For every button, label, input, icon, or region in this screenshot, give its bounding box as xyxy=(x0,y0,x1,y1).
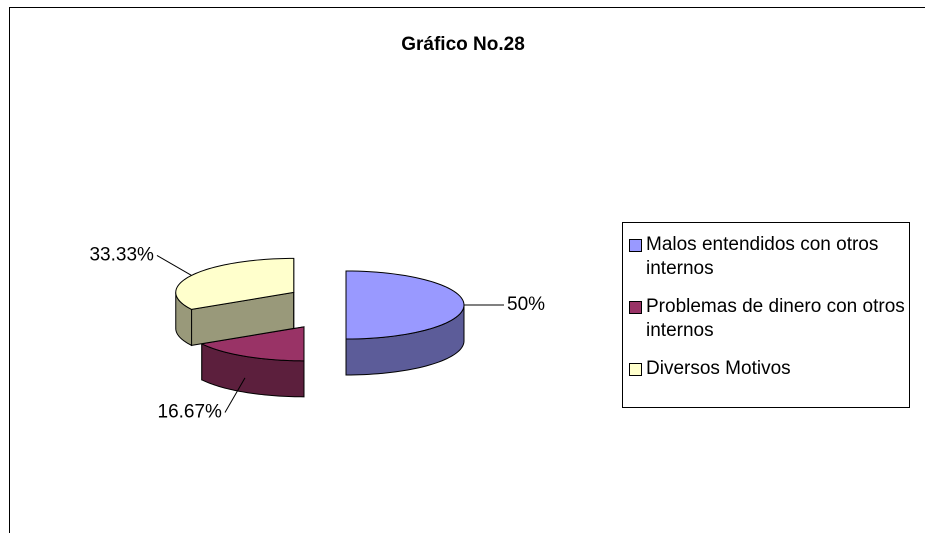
chart-title: Gráfico No.28 xyxy=(401,34,525,55)
legend-label: Problemas de dinero con otros internos xyxy=(646,296,905,341)
slice-top xyxy=(200,326,305,362)
data-label: 16.67% xyxy=(158,402,223,423)
legend-item: Malos entendidos con otros internos xyxy=(629,233,919,281)
legend-item: Diversos Motivos xyxy=(629,357,919,381)
data-label: 50% xyxy=(507,294,545,315)
legend: Malos entendidos con otros internos Probl… xyxy=(622,222,910,408)
legend-swatch xyxy=(629,301,642,314)
legend-label: Malos entendidos con otros internos xyxy=(646,234,879,279)
legend-label: Diversos Motivos xyxy=(646,358,791,379)
pie-slice xyxy=(175,257,295,347)
leader-line xyxy=(224,377,246,413)
leader-line xyxy=(156,254,192,276)
legend-swatch xyxy=(629,363,642,376)
legend-swatch xyxy=(629,239,642,252)
pie-slice xyxy=(345,270,465,376)
chart-frame xyxy=(9,7,925,533)
data-label: 33.33% xyxy=(89,244,154,265)
legend-item: Problemas de dinero con otros internos xyxy=(629,295,919,343)
